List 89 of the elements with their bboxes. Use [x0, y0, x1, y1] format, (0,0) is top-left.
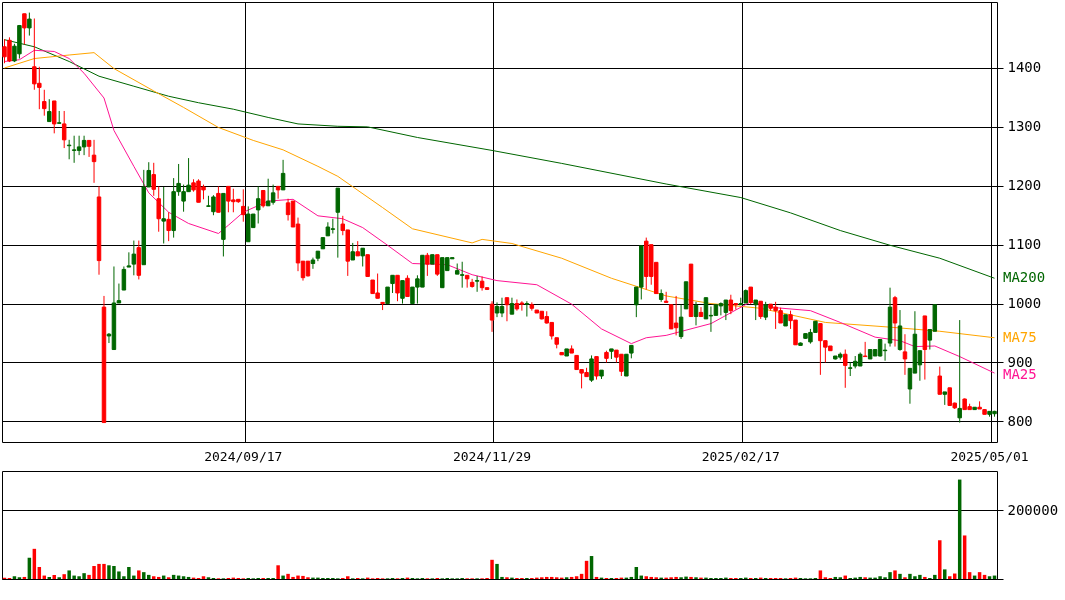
candlestick: [494, 301, 500, 318]
candlestick: [156, 185, 161, 233]
bar: [201, 576, 206, 579]
bar: [12, 576, 17, 579]
candlestick: [241, 188, 246, 223]
candlestick: [489, 300, 495, 333]
candlestick: [897, 309, 903, 352]
candlestick: [400, 280, 405, 305]
candlestick: [703, 297, 709, 320]
bar: [137, 570, 141, 579]
bar: [987, 576, 992, 579]
y-tick-label: 200000: [1007, 501, 1059, 518]
candlestick: [698, 306, 704, 318]
bar: [62, 574, 66, 579]
candlestick: [360, 247, 365, 267]
candlestick: [594, 356, 599, 381]
candlestick: [435, 254, 440, 277]
bar: [943, 569, 947, 579]
candlestick: [151, 162, 156, 197]
candlestick: [673, 295, 679, 336]
candlestick: [459, 261, 465, 289]
candlestick: [81, 135, 87, 156]
y-tick-label: 1300: [1007, 118, 1042, 135]
candlestick: [280, 159, 286, 191]
candlestick: [504, 297, 510, 322]
y-tick-label: 1400: [1007, 59, 1042, 76]
bar: [923, 576, 927, 579]
candlestick: [86, 139, 92, 158]
candlestick: [474, 275, 480, 293]
candlestick: [678, 304, 684, 340]
candlestick: [499, 297, 505, 318]
candlestick: [524, 300, 530, 318]
candlestick: [166, 211, 171, 242]
candlestick: [514, 298, 520, 312]
candlestick: [624, 353, 629, 377]
candlestick: [395, 274, 400, 302]
candlestick: [753, 299, 758, 321]
candlestick: [66, 139, 72, 160]
bar: [818, 570, 823, 579]
y-tick-label: 1100: [1007, 236, 1042, 253]
candlestick: [425, 252, 430, 277]
x-tick-label: 2024/09/17: [204, 448, 283, 464]
candlestick: [937, 366, 943, 395]
candlestick: [902, 333, 908, 376]
candlestick: [589, 354, 594, 383]
candlestick: [76, 135, 82, 156]
bar: [281, 575, 285, 579]
candlestick: [161, 186, 166, 244]
bar: [948, 576, 952, 579]
candlestick: [22, 13, 27, 45]
series-label: MA200: [1003, 269, 1046, 286]
bar: [181, 576, 186, 579]
candlestick: [882, 343, 888, 362]
y-tick-label: 800: [1007, 412, 1033, 429]
bar: [898, 573, 902, 579]
candlestick: [61, 110, 67, 149]
candlestick: [42, 89, 47, 117]
candlestick: [126, 251, 132, 268]
candlestick: [843, 349, 848, 389]
candlestick: [255, 185, 261, 224]
series-label: MA75: [1003, 328, 1037, 345]
candlestick: [270, 184, 276, 206]
bar: [276, 565, 280, 579]
candlestick: [52, 100, 57, 134]
candlestick: [405, 274, 410, 298]
candlestick: [718, 301, 724, 316]
bar: [152, 576, 156, 579]
bar: [689, 576, 693, 579]
candlestick: [365, 254, 370, 277]
candlestick: [91, 139, 97, 184]
candlestick: [216, 185, 221, 213]
candlestick: [131, 240, 137, 276]
candlestick: [275, 185, 281, 200]
candlestick: [519, 300, 525, 312]
bar: [574, 576, 579, 579]
candlestick: [310, 257, 316, 270]
candlestick: [47, 98, 52, 123]
y-tick-label: 1200: [1007, 177, 1042, 194]
candlestick: [763, 301, 768, 321]
bar: [52, 574, 56, 579]
candlestick: [957, 319, 962, 424]
candlestick: [27, 12, 32, 37]
candlestick: [728, 294, 734, 315]
x-tick-label: 2025/05/01: [950, 448, 1029, 464]
bar: [893, 570, 897, 579]
bar: [938, 540, 942, 579]
x-tick-label: 2025/02/17: [701, 448, 780, 464]
y-tick-label: 1000: [1007, 295, 1042, 312]
x-tick-label: 2024/11/29: [452, 448, 532, 464]
